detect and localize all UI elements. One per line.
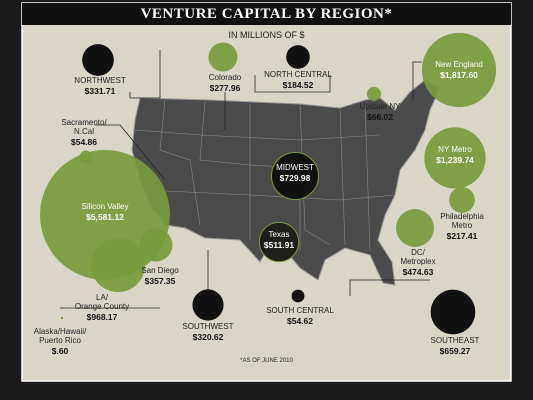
region-name: Alaska/Hawaii/ Puerto Rico — [33, 327, 87, 345]
region-value: $320.62 — [192, 332, 224, 342]
region-value: $1,239.74 — [436, 155, 474, 165]
region-name: NORTH CENTRAL — [264, 70, 332, 79]
region-name: Philadelphia Metro — [440, 212, 484, 230]
region-value: $659.27 — [439, 346, 471, 356]
bubble — [82, 44, 114, 76]
bubble — [270, 151, 320, 201]
bubble — [366, 86, 382, 102]
bubble — [424, 127, 486, 189]
region-value: $184.52 — [282, 80, 314, 90]
region-value: $217.41 — [446, 231, 478, 241]
region-name: DC/ Metroplex — [400, 248, 436, 266]
region-value: $968.17 — [86, 312, 118, 322]
region-name: SOUTHWEST — [182, 322, 234, 331]
title: VENTURE CAPITAL BY REGION* — [140, 6, 393, 22]
region-value: $5,581.12 — [86, 212, 124, 222]
region-value: $54.86 — [71, 137, 97, 147]
subtitle: IN MILLIONS OF $ — [228, 30, 305, 40]
region-value: $66.02 — [367, 112, 393, 122]
footnote: *AS OF JUNE 2010 — [240, 358, 293, 364]
region-name: MIDWEST — [276, 163, 314, 172]
bubble — [90, 237, 146, 293]
region-name: New England — [435, 60, 483, 69]
region-value: $.60 — [51, 346, 69, 356]
bubble — [430, 289, 476, 335]
region-value: $331.71 — [84, 86, 116, 96]
region-name: Silicon Valley — [81, 202, 129, 211]
region-name: NY Metro — [438, 145, 472, 154]
region-value: $729.98 — [279, 173, 311, 183]
title-band — [22, 3, 511, 25]
region-name: San Diego — [141, 266, 179, 275]
region-value: $357.35 — [144, 276, 176, 286]
bubble — [421, 32, 497, 108]
region-value: $277.96 — [209, 83, 241, 93]
region-name: Colorado — [208, 73, 242, 82]
region-name: Sacramento/ N.Cal — [61, 118, 107, 136]
region-name: Upstate NY — [359, 102, 401, 111]
bubble — [291, 289, 305, 303]
bubble — [258, 221, 300, 263]
bubble — [192, 289, 224, 321]
region-value: $474.63 — [402, 267, 434, 277]
region-value: $511.91 — [263, 240, 295, 250]
bubble — [286, 45, 310, 69]
region-value: $54.62 — [287, 316, 313, 326]
bubble — [139, 228, 173, 262]
bubble — [449, 187, 475, 213]
region-name: SOUTH CENTRAL — [266, 306, 334, 315]
region-name: Texas — [268, 230, 290, 239]
region-name: NORTHWEST — [74, 76, 126, 85]
region-name: LA/ Orange County — [74, 293, 130, 311]
region-name: SOUTHEAST — [430, 336, 480, 345]
region-value: $1,817.60 — [440, 70, 478, 80]
leader-lines — [60, 50, 430, 309]
bubble — [60, 316, 64, 320]
bubble — [208, 42, 238, 72]
bubble — [396, 209, 434, 247]
